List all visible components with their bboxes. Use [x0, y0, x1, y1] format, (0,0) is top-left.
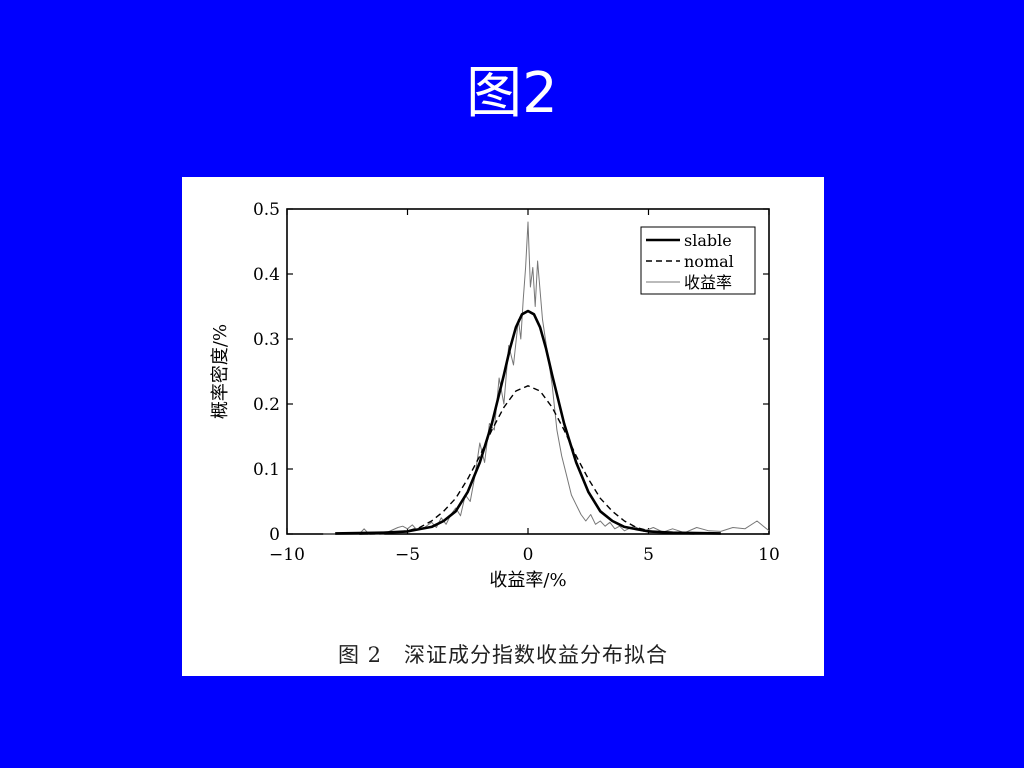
figure-caption: 图 2 深证成分指数收益分布拟合	[182, 639, 824, 669]
y-tick-label: 0	[269, 525, 280, 545]
caption-label: 图 2	[337, 643, 383, 667]
x-tick-label: 0	[523, 545, 534, 565]
figure-panel: −10 −5 0 5 10 0 0.1 0.2 0.3 0.4 0.5 收益率/% 概率密度/% slab…	[182, 177, 824, 676]
x-tick-label: −10	[269, 545, 305, 565]
x-tick-label: −5	[395, 545, 420, 565]
x-tick-label: 5	[643, 545, 654, 565]
y-tick-label: 0.1	[253, 460, 280, 480]
x-axis-label: 收益率/%	[489, 570, 566, 591]
density-chart: −10 −5 0 5 10 0 0.1 0.2 0.3 0.4 0.5 收益率/% 概率密度/% slab…	[210, 200, 780, 591]
y-axis-label: 概率密度/%	[210, 324, 231, 419]
series-line-0	[335, 309, 721, 535]
y-tick-label: 0.2	[253, 395, 280, 415]
y-tick-label: 0.4	[253, 265, 280, 285]
x-tick-label: 10	[758, 545, 780, 565]
series-line-1	[359, 385, 697, 535]
y-tick-label: 0.5	[253, 200, 280, 220]
y-tick-label: 0.3	[253, 330, 280, 350]
caption-text: 深证成分指数收益分布拟合	[404, 643, 669, 667]
legend-label-0: slable	[684, 231, 732, 250]
slide-title: 图2	[466, 61, 558, 126]
legend-label-2: 收益率	[684, 273, 732, 292]
legend-label-1: nomal	[684, 252, 734, 271]
